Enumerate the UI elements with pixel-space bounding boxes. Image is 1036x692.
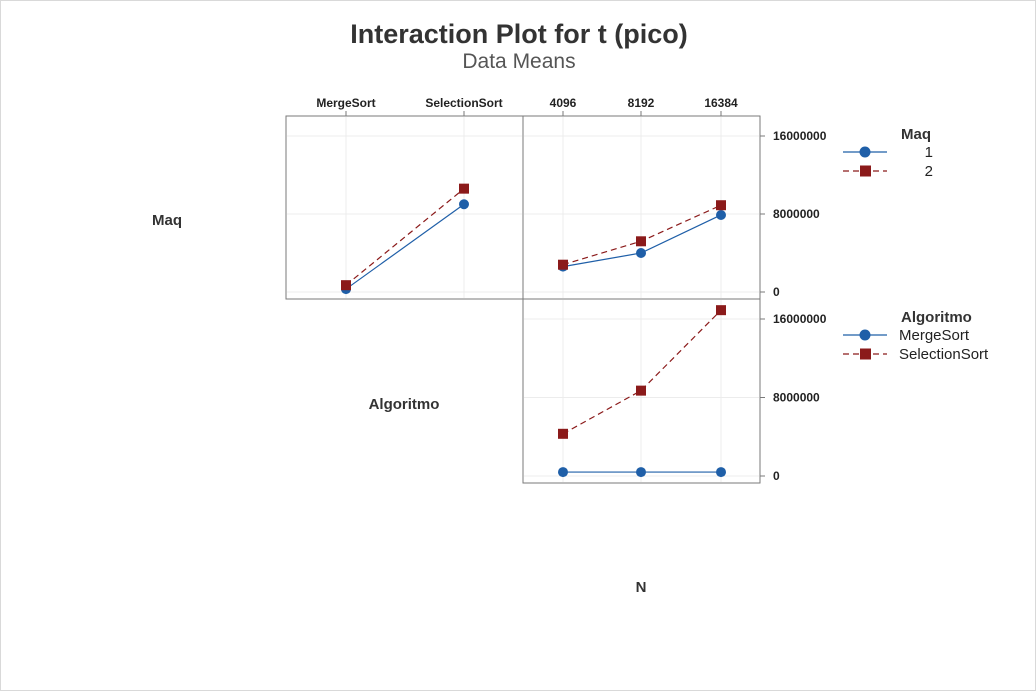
y-tick-label: 0: [773, 469, 780, 483]
factor-label-maq: Maq: [152, 212, 182, 229]
x-tick-label: 8192: [628, 96, 655, 110]
data-point-square: [558, 428, 568, 439]
x-tick-label: 4096: [550, 96, 577, 110]
panel-algoritmo-by-maq: MergeSort SelectionSort: [285, 96, 524, 300]
legend-marker-square: [860, 165, 871, 177]
legend-marker-circle: [859, 146, 871, 158]
panel-n-by-algoritmo: 0 8000000 16000000: [522, 298, 827, 484]
chart-subtitle: Data Means: [462, 50, 575, 73]
data-point-square: [558, 259, 568, 270]
series-line-selectionsort: [562, 309, 722, 435]
data-point-square: [636, 236, 646, 247]
data-point-circle: [558, 467, 568, 478]
panels-layer: MergeSort SelectionSort 4096 8192 16384 0 8000…: [285, 96, 827, 484]
data-point-circle: [636, 248, 646, 258]
legend-title: Algoritmo: [901, 309, 972, 326]
chart-title: Interaction Plot for t (pico): [350, 19, 688, 49]
x-tick-label: MergeSort: [316, 96, 375, 110]
y-tick-label: 16000000: [773, 129, 827, 143]
legend-label: 1: [925, 144, 933, 161]
factor-label-algoritmo: Algoritmo: [369, 396, 440, 413]
data-point-circle: [636, 467, 646, 478]
data-point-square: [636, 385, 646, 396]
x-tick-label: 16384: [704, 96, 738, 110]
y-tick-label: 0: [773, 285, 780, 299]
legend-marker-circle: [859, 329, 871, 341]
legend-marker-square: [860, 348, 871, 360]
series-line-2: [345, 188, 465, 286]
data-point-square: [716, 200, 726, 211]
legend-label: SelectionSort: [899, 346, 989, 363]
series-line-1: [345, 203, 465, 290]
data-point-circle: [716, 209, 726, 220]
data-point-square: [341, 280, 351, 291]
y-tick-label: 8000000: [773, 391, 820, 405]
panel-n-by-maq: 4096 8192 16384 0 8000000 16000000: [522, 96, 827, 300]
x-tick-label: SelectionSort: [425, 96, 502, 110]
data-point-circle: [459, 199, 469, 210]
y-tick-label: 8000000: [773, 207, 820, 221]
data-point-square: [459, 183, 469, 194]
data-point-square: [716, 305, 726, 316]
legend-title: Maq: [901, 126, 931, 143]
factor-label-n: N: [636, 579, 647, 596]
data-point-circle: [716, 467, 726, 478]
legend-label: 2: [925, 163, 933, 180]
legend-label: MergeSort: [899, 327, 970, 344]
panel-frame: [285, 115, 524, 300]
y-tick-label: 16000000: [773, 312, 827, 326]
